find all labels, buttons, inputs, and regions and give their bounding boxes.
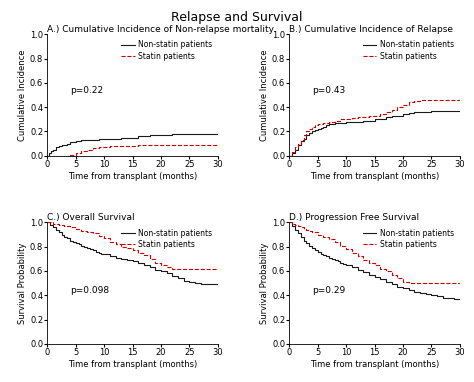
Text: p=0.098: p=0.098 [70,286,109,295]
Y-axis label: Cumulative Incidence: Cumulative Incidence [18,49,27,141]
Text: p=0.43: p=0.43 [312,86,346,95]
Text: A.) Cumulative Incidence of Non-relapse mortality: A.) Cumulative Incidence of Non-relapse … [47,24,274,34]
Legend: Non-statin patients, Statin patients: Non-statin patients, Statin patients [118,38,214,63]
Legend: Non-statin patients, Statin patients: Non-statin patients, Statin patients [360,38,456,63]
Text: Relapse and Survival: Relapse and Survival [171,11,303,24]
Text: p=0.22: p=0.22 [70,86,103,95]
Text: C.) Overall Survival: C.) Overall Survival [47,213,135,222]
Y-axis label: Survival Probability: Survival Probability [260,243,269,324]
Legend: Non-statin patients, Statin patients: Non-statin patients, Statin patients [118,226,214,251]
Text: D.) Progression Free Survival: D.) Progression Free Survival [289,213,419,222]
X-axis label: Time from transplant (months): Time from transplant (months) [310,172,439,181]
X-axis label: Time from transplant (months): Time from transplant (months) [68,172,197,181]
Y-axis label: Cumulative Incidence: Cumulative Incidence [260,49,269,141]
X-axis label: Time from transplant (months): Time from transplant (months) [68,360,197,369]
Y-axis label: Survival Probability: Survival Probability [18,243,27,324]
X-axis label: Time from transplant (months): Time from transplant (months) [310,360,439,369]
Text: B.) Cumulative Incidence of Relapse: B.) Cumulative Incidence of Relapse [289,24,453,34]
Legend: Non-statin patients, Statin patients: Non-statin patients, Statin patients [360,226,456,251]
Text: p=0.29: p=0.29 [312,286,346,295]
